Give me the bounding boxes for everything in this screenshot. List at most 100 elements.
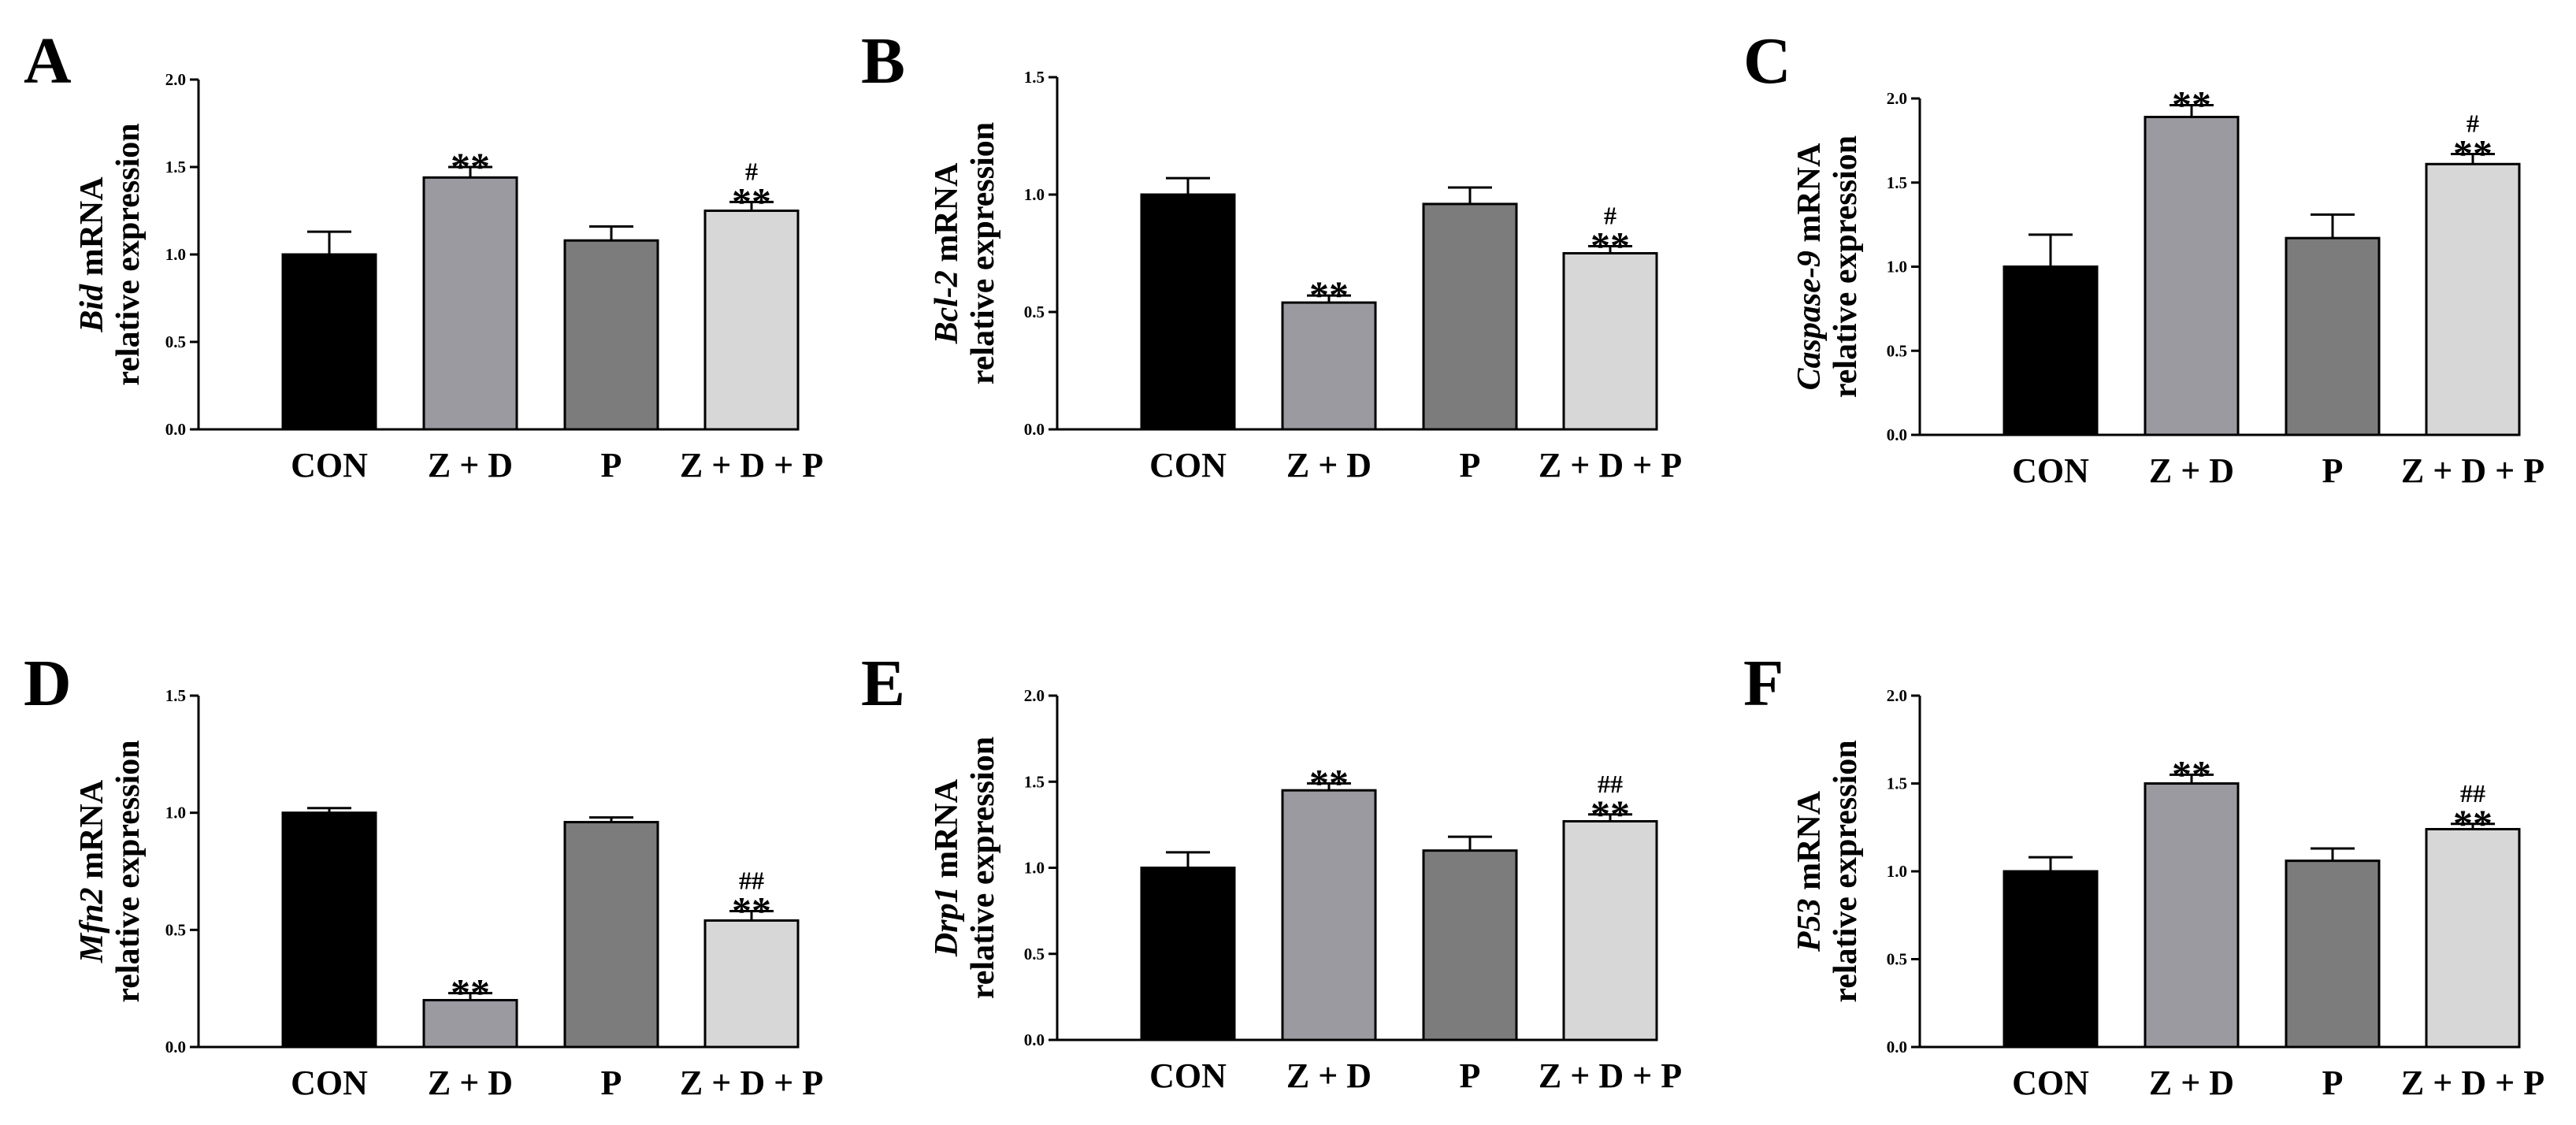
y-axis-label: Drp1 mRNArelative expression [929, 737, 1001, 999]
y-label-gene: Bcl-2 [929, 270, 965, 344]
x-tick-label: CON [291, 1064, 368, 1102]
bar [1140, 867, 1236, 1041]
significance-label: ** [1591, 224, 1630, 268]
bar [563, 821, 659, 1049]
y-label-line2: relative expression [965, 737, 1001, 999]
x-tick-label: Z + D [2149, 451, 2234, 490]
y-tick-label: 0.5 [1024, 303, 1045, 321]
bar [422, 999, 518, 1049]
y-tick-label: 1.0 [1024, 859, 1045, 878]
bar [563, 239, 659, 431]
y-label-gene: Drp1 [929, 886, 965, 957]
bar [1281, 301, 1377, 431]
significance-label: ** [1309, 273, 1349, 317]
bar [1562, 252, 1658, 431]
y-label-suffix: mRNA [1791, 143, 1828, 251]
y-tick-label: 1.5 [1887, 173, 1907, 192]
y-axis-label: Mfn2 mRNArelative expression [74, 740, 147, 1002]
y-tick-label: 1.0 [1024, 185, 1045, 204]
x-tick-label: Z + D + P [1539, 446, 1682, 485]
bar [2425, 162, 2521, 436]
significance-label: ** [1309, 760, 1349, 804]
bar [281, 253, 377, 431]
significance-label: ** [732, 179, 771, 223]
bar [703, 919, 800, 1049]
y-axis-label: Bid mRNArelative expression [74, 123, 147, 385]
panel-letter: E [861, 647, 905, 720]
x-tick-label: P [1460, 446, 1481, 485]
hash-label: # [745, 157, 758, 185]
y-label-suffix: mRNA [1791, 790, 1828, 898]
y-tick-label: 2.0 [1024, 686, 1045, 705]
y-tick-label: 1.5 [1887, 774, 1907, 793]
x-tick-label: Z + D + P [2401, 451, 2544, 490]
x-tick-label: CON [291, 446, 368, 485]
panel-letter: D [24, 647, 72, 720]
y-tick-label: 0.5 [1887, 950, 1907, 969]
x-tick-label: P [2322, 1064, 2344, 1102]
panel-letter: B [861, 24, 905, 98]
y-tick-label: 0.0 [1887, 1038, 1907, 1056]
y-axis-label: P53 mRNArelative expression [1791, 740, 1864, 1002]
hash-label: ## [739, 867, 764, 895]
bar [2285, 860, 2381, 1049]
y-label-gene: Bid [74, 284, 110, 333]
y-tick-label: 0.0 [1887, 425, 1907, 444]
bar [1422, 202, 1518, 431]
bar [2003, 870, 2099, 1049]
bar [281, 811, 377, 1049]
y-tick-label: 1.5 [165, 686, 186, 705]
bar [1422, 849, 1518, 1041]
y-tick-label: 0.0 [165, 420, 186, 439]
y-label-gene: P53 [1791, 898, 1828, 952]
y-tick-label: 2.0 [165, 70, 186, 89]
x-tick-label: CON [1149, 1056, 1227, 1095]
x-tick-label: P [1460, 1056, 1481, 1095]
y-tick-label: 1.5 [1024, 772, 1045, 791]
y-tick-label: 0.5 [1024, 945, 1045, 963]
significance-label: ** [2453, 131, 2492, 175]
y-axis-label: Caspase-9 mRNArelative expression [1791, 136, 1864, 398]
y-label-gene: Caspase-9 [1791, 251, 1828, 390]
hash-label: ## [1598, 770, 1623, 798]
y-tick-label: 0.5 [165, 332, 186, 351]
y-tick-label: 1.0 [165, 804, 186, 822]
x-tick-label: P [601, 1064, 622, 1102]
panel-letter: F [1743, 647, 1784, 720]
bar [2285, 236, 2381, 436]
significance-label: ** [2172, 83, 2211, 127]
hash-label: ## [2460, 779, 2485, 808]
panel-E: E Drp1 mRNArelative expression 0.0 0.5 1.0 1.… [861, 647, 1682, 1095]
y-tick-label: 1.0 [165, 245, 186, 264]
significance-label: ** [451, 971, 490, 1015]
x-tick-label: Z + D [1286, 446, 1372, 485]
y-tick-label: 2.0 [1887, 89, 1907, 108]
x-tick-label: Z + D + P [1539, 1056, 1682, 1095]
y-tick-label: 1.0 [1887, 862, 1907, 881]
y-tick-label: 2.0 [1887, 686, 1907, 705]
y-label-suffix: mRNA [929, 162, 965, 270]
y-label-line2: relative expression [965, 122, 1001, 384]
y-label-suffix: mRNA [74, 176, 110, 284]
y-tick-label: 1.5 [1024, 68, 1045, 87]
x-tick-label: Z + D + P [680, 446, 823, 485]
panel-letter: C [1743, 24, 1791, 98]
x-tick-label: Z + D [2149, 1064, 2234, 1102]
bar [2003, 265, 2099, 436]
x-tick-label: CON [2012, 1064, 2089, 1102]
y-axis-label: Bcl-2 mRNArelative expression [929, 122, 1001, 384]
y-label-line2: relative expression [1828, 740, 1864, 1002]
y-label-suffix: mRNA [929, 778, 965, 886]
bar [2144, 782, 2240, 1049]
panel-B: B Bcl-2 mRNArelative expression 0.0 0.5 1.0 1… [861, 24, 1682, 485]
bar [2144, 115, 2240, 436]
x-tick-label: CON [1149, 446, 1227, 485]
significance-label: ** [2453, 801, 2492, 845]
x-tick-label: P [2322, 451, 2344, 490]
x-tick-label: Z + D [428, 446, 513, 485]
